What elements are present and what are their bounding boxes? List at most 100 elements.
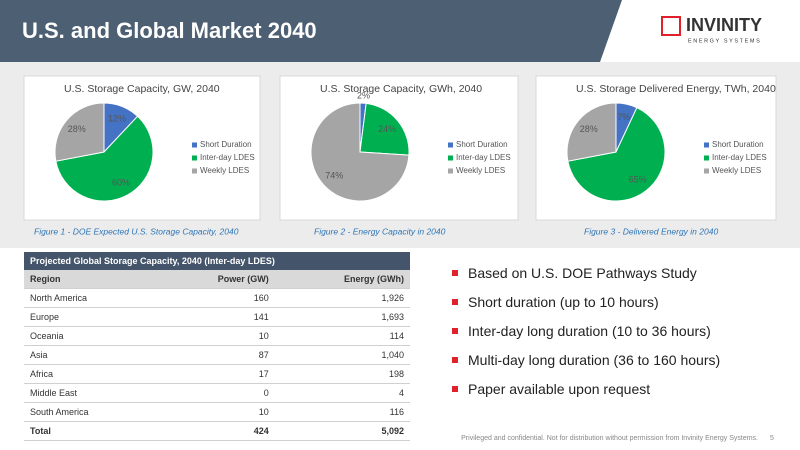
- legend-swatch: [192, 155, 197, 161]
- table-cell: 87: [156, 345, 275, 365]
- table-title: Projected Global Storage Capacity, 2040 …: [24, 252, 410, 270]
- table-cell: North America: [24, 288, 157, 308]
- column-header: Region: [24, 270, 157, 289]
- bullet-marker: [452, 298, 458, 305]
- table-cell: 10: [156, 402, 275, 422]
- figure-caption: Figure 2 - Energy Capacity in 2040: [314, 226, 446, 236]
- table-cell: 198: [274, 364, 410, 384]
- bullet-item: Paper available upon request: [452, 374, 720, 403]
- table-cell: 1,040: [274, 345, 410, 365]
- table-cell: 4: [274, 383, 410, 403]
- table-cell: Africa: [24, 364, 157, 384]
- legend-swatch: [448, 168, 453, 174]
- table-row: Middle East 0 4: [24, 383, 410, 403]
- table-cell: 10: [156, 326, 275, 346]
- bullet-list: Based on U.S. DOE Pathways Study Short du…: [452, 258, 720, 403]
- data-label: 7%: [617, 112, 630, 122]
- table-cell: Oceania: [24, 326, 157, 346]
- legend-swatch: [704, 142, 709, 148]
- table-cell: 1,926: [274, 288, 410, 308]
- bullet-text: Short duration (up to 10 hours): [468, 293, 659, 310]
- bullet-item: Short duration (up to 10 hours): [452, 287, 720, 316]
- table-cell: 0: [156, 383, 275, 403]
- data-label: 28%: [580, 124, 598, 134]
- pie-slice: [359, 102, 410, 156]
- bullet-marker: [452, 356, 458, 363]
- footer-text: Privileged and confidential. Not for dis…: [461, 435, 758, 442]
- data-label: 74%: [325, 171, 343, 181]
- bullet-text: Based on U.S. DOE Pathways Study: [468, 264, 697, 281]
- table-cell: 114: [274, 326, 410, 346]
- legend-swatch: [704, 168, 709, 174]
- table-cell: 1,693: [274, 307, 410, 327]
- figure-caption: Figure 3 - Delivered Energy in 2040: [584, 226, 718, 236]
- table-row: South America 10 116: [24, 402, 410, 422]
- table-header-row: Region Power (GW) Energy (GWh): [24, 270, 410, 289]
- table-cell: 424: [156, 421, 275, 441]
- data-label: 24%: [378, 124, 396, 134]
- table-row: Africa 17 198: [24, 364, 410, 384]
- data-table: Projected Global Storage Capacity, 2040 …: [24, 252, 410, 441]
- logo-text: INVINITY: [686, 15, 762, 35]
- column-header: Power (GW): [156, 270, 275, 289]
- table-cell: 141: [156, 307, 275, 327]
- charts-layer: U.S. and Global Market 2040 INVINITY ENE…: [0, 0, 800, 248]
- column-header: Energy (GWh): [274, 270, 410, 289]
- bullet-marker: [452, 327, 458, 334]
- legend-swatch: [448, 142, 453, 148]
- legend-swatch: [704, 155, 709, 161]
- chart-title: U.S. Storage Delivered Energy, TWh, 2040: [576, 83, 776, 95]
- pie-slice: [567, 106, 666, 202]
- legend-label: Inter-day LDES: [712, 153, 767, 162]
- table-row: Asia 87 1,040: [24, 345, 410, 365]
- slide-title: U.S. and Global Market 2040: [22, 18, 317, 43]
- legend-label: Short Duration: [456, 140, 508, 149]
- bullet-text: Paper available upon request: [468, 380, 651, 397]
- legend-label: Short Duration: [200, 140, 252, 149]
- table-cell: Asia: [24, 345, 157, 365]
- table-cell: Total: [24, 421, 157, 441]
- pie-slice: [55, 115, 154, 202]
- bullet-text: Inter-day long duration (10 to 36 hours): [468, 322, 711, 339]
- table-cell: 160: [156, 288, 275, 308]
- legend-label: Inter-day LDES: [200, 153, 255, 162]
- legend-label: Inter-day LDES: [456, 153, 511, 162]
- pie-slice: [54, 102, 105, 162]
- data-label: 60%: [112, 177, 130, 187]
- page-number: 5: [770, 435, 774, 442]
- legend-label: Weekly LDES: [712, 166, 761, 175]
- table-cell: 5,092: [274, 421, 410, 441]
- legend-label: Short Duration: [712, 140, 764, 149]
- legend-swatch: [448, 155, 453, 161]
- pie-slice: [566, 102, 617, 162]
- legend-swatch: [192, 168, 197, 174]
- data-label: 28%: [68, 124, 86, 134]
- figure-caption: Figure 1 - DOE Expected U.S. Storage Cap…: [34, 226, 239, 236]
- logo-panel: [600, 0, 800, 62]
- bullet-marker: [452, 385, 458, 392]
- bullet-text: Multi-day long duration (36 to 160 hours…: [468, 351, 721, 368]
- total-row: Total 424 5,092: [24, 421, 410, 441]
- table-row: North America 160 1,926: [24, 288, 410, 308]
- data-label: 12%: [108, 114, 126, 124]
- table-row: Europe 141 1,693: [24, 307, 410, 327]
- table: Region Power (GW) Energy (GWh) North Americ…: [24, 270, 410, 441]
- table-cell: 17: [156, 364, 275, 384]
- legend-label: Weekly LDES: [200, 166, 249, 175]
- bullet-marker: [452, 269, 458, 276]
- table-cell: South America: [24, 402, 157, 422]
- bullet-item: Based on U.S. DOE Pathways Study: [452, 258, 720, 287]
- bullet-item: Multi-day long duration (36 to 160 hours…: [452, 345, 720, 374]
- data-label: 2%: [357, 90, 370, 100]
- logo-icon: [661, 16, 681, 36]
- legend-label: Weekly LDES: [456, 166, 505, 175]
- bullet-item: Inter-day long duration (10 to 36 hours): [452, 316, 720, 345]
- table-cell: 116: [274, 402, 410, 422]
- data-label: 65%: [629, 174, 647, 184]
- pie-slice: [310, 102, 410, 202]
- table-row: Oceania 10 114: [24, 326, 410, 346]
- table-cell: Europe: [24, 307, 157, 327]
- table-cell: Middle East: [24, 383, 157, 403]
- chart-title: U.S. Storage Capacity, GWh, 2040: [320, 83, 482, 95]
